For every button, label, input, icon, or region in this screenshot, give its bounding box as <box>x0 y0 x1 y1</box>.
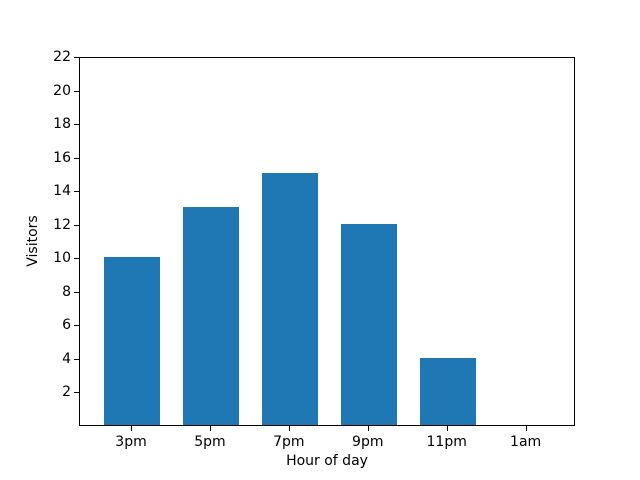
bar-5pm <box>182 206 239 425</box>
x-tick-mark <box>367 426 369 431</box>
y-tick-label: 22 <box>53 49 71 65</box>
bar-11pm <box>419 357 476 425</box>
y-tick-label: 18 <box>53 116 71 133</box>
x-tick-label-3pm: 3pm <box>115 434 147 450</box>
x-tick-label-9pm: 9pm <box>352 434 384 450</box>
y-tick-mark <box>74 325 79 327</box>
y-tick-label: 20 <box>53 82 71 99</box>
y-axis-label: Visitors <box>25 215 41 267</box>
y-tick-mark <box>74 291 79 293</box>
bar-3pm <box>104 257 160 425</box>
x-axis-label: Hour of day <box>286 453 368 469</box>
y-tick-label: 8 <box>62 283 71 300</box>
x-tick-mark <box>131 426 132 431</box>
x-tick-mark <box>209 426 211 431</box>
y-tick-label: 12 <box>53 216 71 233</box>
x-tick-mark <box>525 426 527 431</box>
y-tick-label: 10 <box>53 250 71 267</box>
y-tick-mark <box>74 258 79 260</box>
y-tick-mark <box>74 358 79 360</box>
y-tick-mark <box>74 392 79 394</box>
x-tick-mark <box>288 426 290 431</box>
y-tick-mark <box>74 90 79 92</box>
y-tick-mark <box>74 191 79 193</box>
y-tick-label: 2 <box>62 384 71 401</box>
y-tick-label: 16 <box>53 149 71 166</box>
bar-7pm <box>261 173 318 425</box>
x-tick-label-7pm: 7pm <box>273 434 305 450</box>
y-tick-mark <box>74 157 79 159</box>
x-tick-label-1am: 1am <box>510 434 542 450</box>
y-tick-mark <box>74 124 79 126</box>
y-tick-label: 4 <box>62 350 71 367</box>
bar-9pm <box>340 223 397 425</box>
x-tick-label-11pm: 11pm <box>426 434 467 450</box>
x-tick-mark <box>446 426 448 431</box>
plot-area <box>79 57 575 426</box>
y-tick-label: 14 <box>53 183 71 200</box>
y-tick-mark <box>74 57 79 58</box>
x-tick-label-5pm: 5pm <box>194 434 226 450</box>
y-tick-mark <box>74 224 79 226</box>
y-tick-label: 6 <box>62 317 71 334</box>
